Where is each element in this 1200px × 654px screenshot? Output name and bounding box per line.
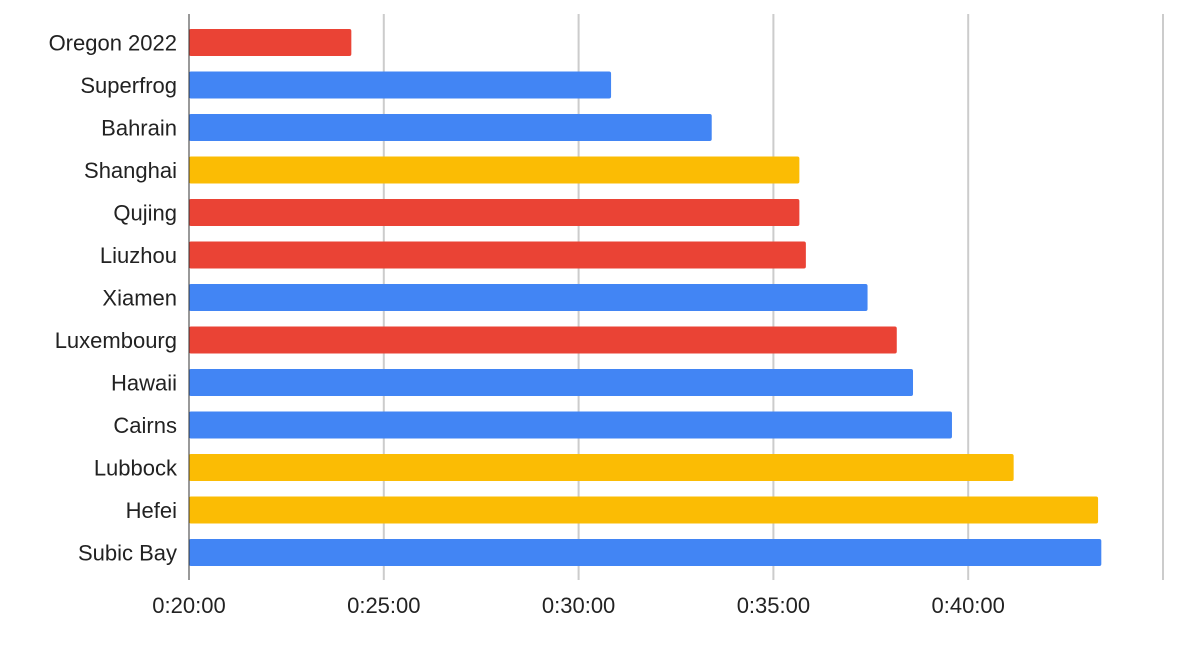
category-label: Lubbock xyxy=(94,456,178,481)
category-label: Hefei xyxy=(126,498,177,523)
category-label: Luxembourg xyxy=(55,328,177,353)
category-label: Qujing xyxy=(113,201,177,226)
bars xyxy=(189,29,1102,566)
bar xyxy=(189,114,712,141)
category-label: Bahrain xyxy=(101,116,177,141)
category-label: Subic Bay xyxy=(78,541,177,566)
bar xyxy=(189,369,914,396)
category-label: Hawaii xyxy=(111,371,177,396)
bar xyxy=(189,284,868,311)
bar xyxy=(189,454,1014,481)
x-tick-label: 0:35:00 xyxy=(737,593,810,618)
category-label: Oregon 2022 xyxy=(49,31,177,56)
category-label: Liuzhou xyxy=(100,243,177,268)
category-label: Cairns xyxy=(113,413,177,438)
x-tick-label: 0:40:00 xyxy=(931,593,1004,618)
x-axis-tick-labels: 0:20:00 0:25:00 0:30:00 0:35:00 0:40:00 xyxy=(152,593,1005,618)
category-labels: Oregon 2022 Superfrog Bahrain Shanghai Qujin… xyxy=(49,31,178,566)
x-tick-label: 0:25:00 xyxy=(347,593,420,618)
bar xyxy=(189,539,1102,566)
x-tick-label: 0:20:00 xyxy=(152,593,225,618)
bar xyxy=(189,199,800,226)
bar xyxy=(189,29,352,56)
bar xyxy=(189,411,952,439)
bar xyxy=(189,496,1099,524)
x-tick-label: 0:30:00 xyxy=(542,593,615,618)
bar xyxy=(189,326,897,354)
bar xyxy=(189,71,612,99)
bar xyxy=(189,156,800,184)
bar xyxy=(189,241,806,269)
category-label: Superfrog xyxy=(80,73,177,98)
category-label: Shanghai xyxy=(84,158,177,183)
category-label: Xiamen xyxy=(102,286,177,311)
